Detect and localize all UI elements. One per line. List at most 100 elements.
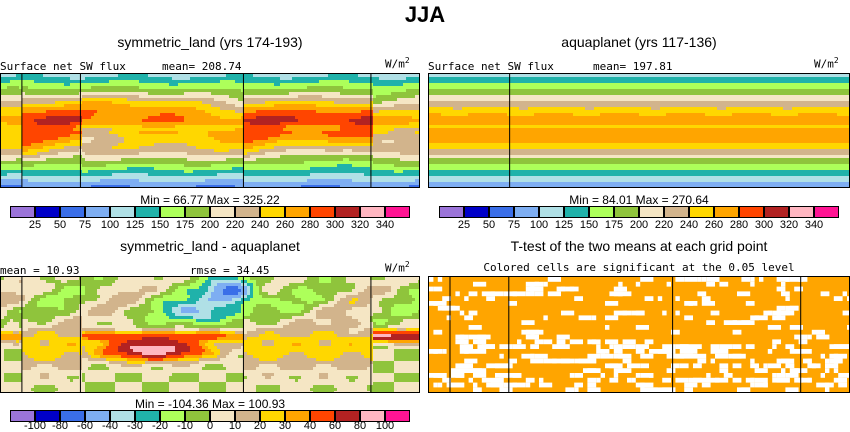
panel1-cell	[343, 98, 347, 102]
panel1-cell	[13, 137, 17, 141]
panel1-cell	[184, 116, 188, 120]
panel1-cell	[148, 167, 152, 171]
panel1-cell	[295, 137, 299, 141]
panel1-cell	[100, 146, 104, 150]
panel1-cell	[25, 146, 29, 150]
panel1-cell	[4, 137, 8, 141]
panel1-cell	[1, 110, 5, 114]
panel1-cell	[208, 155, 212, 159]
panel1-cell	[106, 119, 110, 123]
panel1-cell	[265, 149, 269, 153]
panel1-cell	[97, 119, 101, 123]
panel1-cell	[139, 179, 143, 183]
panel1-cell	[250, 77, 254, 81]
panel1-cell	[187, 164, 191, 168]
panel1-cell	[286, 143, 290, 147]
panel1-cell	[346, 155, 350, 159]
panel1-cell	[295, 80, 299, 84]
panel1-cell	[358, 131, 362, 135]
panel1-cell	[142, 128, 146, 132]
panel1-cell	[295, 122, 299, 126]
panel1-cell	[265, 143, 269, 147]
panel1-cell	[139, 170, 143, 174]
panel1-cell	[52, 149, 56, 153]
panel1-cell	[268, 119, 272, 123]
panel1-cell	[349, 101, 353, 105]
panel1-cell	[70, 77, 74, 81]
panel1-cell	[346, 125, 350, 129]
panel1-cell	[340, 110, 344, 114]
panel1-cell	[115, 98, 119, 102]
panel1-cell	[247, 179, 251, 183]
panel1-cell	[133, 146, 137, 150]
panel1-cell	[181, 86, 185, 90]
panel1-cell	[40, 155, 44, 159]
panel1-cell	[169, 116, 173, 120]
panel1-cell	[73, 173, 77, 177]
panel1-cell	[208, 98, 212, 102]
panel1-cell	[355, 158, 359, 162]
panel1-cell	[367, 161, 371, 165]
panel1-cell	[214, 167, 218, 171]
panel1-cell	[280, 152, 284, 156]
panel1-cell	[301, 170, 305, 174]
panel1-cell	[289, 116, 293, 120]
panel1-cell	[214, 113, 218, 117]
panel1-cell	[226, 149, 230, 153]
panel1-cell	[94, 86, 98, 90]
panel1-cell	[232, 179, 236, 183]
panel1-cell	[340, 74, 344, 78]
panel1-cell	[247, 140, 251, 144]
panel1-cell	[22, 158, 26, 162]
panel1-cell	[202, 164, 206, 168]
panel1-cell	[331, 149, 335, 153]
panel1-cell	[64, 98, 68, 102]
panel1-cell	[244, 149, 248, 153]
panel1-cell	[220, 155, 224, 159]
panel1-cell	[232, 116, 236, 120]
panel1-cell	[253, 155, 257, 159]
panel1-cell	[301, 80, 305, 84]
panel1-cell	[52, 125, 56, 129]
panel1-cell	[250, 113, 254, 117]
panel1-cell	[241, 98, 245, 102]
panel1-cell	[250, 128, 254, 132]
panel1-cell	[31, 107, 35, 111]
panel1-cell	[352, 116, 356, 120]
panel1-cell	[184, 107, 188, 111]
panel1-cell	[199, 125, 203, 129]
panel1-cell	[268, 116, 272, 120]
panel1-cell	[349, 86, 353, 90]
panel1-cell	[100, 152, 104, 156]
panel1-cell	[130, 155, 134, 159]
panel1-cell	[385, 125, 389, 129]
panel1-cell	[37, 77, 41, 81]
panel1-cell	[169, 140, 173, 144]
panel1-cell	[319, 161, 323, 165]
panel1-cell	[229, 83, 233, 87]
panel1-cell	[391, 95, 395, 99]
panel1-cell	[415, 176, 419, 180]
panel1-cell	[25, 119, 29, 123]
panel1-cell	[295, 89, 299, 93]
panel1-cell	[58, 80, 62, 84]
panel1-cell	[283, 146, 287, 150]
panel1-cell	[307, 77, 311, 81]
panel1-cell	[265, 164, 269, 168]
panel1-cell	[88, 131, 92, 135]
panel1-cell	[391, 80, 395, 84]
panel1-cell	[85, 77, 89, 81]
panel1-cell	[280, 119, 284, 123]
panel1-cell	[268, 128, 272, 132]
panel1-cell	[301, 74, 305, 78]
panel1-cell	[256, 167, 260, 171]
panel1-cell	[52, 179, 56, 183]
panel1-cell	[412, 146, 416, 150]
panel1-cell	[289, 77, 293, 81]
panel1-cell	[184, 104, 188, 108]
panel1-cell	[205, 164, 209, 168]
panel1-cell	[166, 155, 170, 159]
panel1-cell	[376, 98, 380, 102]
panel1-cell	[304, 131, 308, 135]
panel1-cell	[202, 125, 206, 129]
